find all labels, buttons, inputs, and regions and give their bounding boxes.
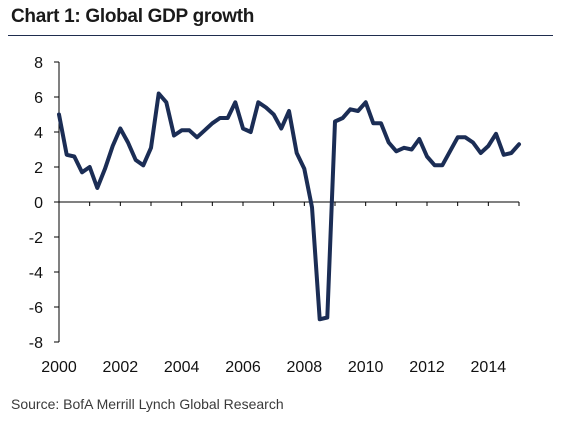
title-divider	[8, 35, 553, 36]
y-tick-label: 4	[34, 125, 43, 142]
chart-title: Chart 1: Global GDP growth	[11, 6, 255, 27]
chart-axes	[54, 61, 520, 343]
source-note: Source: BofA Merrill Lynch Global Resear…	[11, 396, 284, 412]
y-tick-label: 6	[34, 90, 43, 107]
x-tick-label: 2012	[409, 359, 445, 376]
y-tick-label: -8	[29, 335, 43, 352]
x-tick-label: 2000	[41, 359, 77, 376]
x-tick-label: 2004	[164, 359, 200, 376]
y-tick-label: 0	[34, 195, 43, 212]
x-axis-tick-labels: 2000 2002 2004 2006 2008 2010 2012 2014	[41, 359, 506, 376]
y-tick-label: 8	[34, 55, 43, 72]
y-axis-tick-labels: 8 6 4 2 0 -2 -4 -6 -8	[29, 55, 43, 352]
chart-series	[57, 91, 521, 322]
x-tick-label: 2008	[287, 359, 323, 376]
x-tick-label: 2010	[348, 359, 384, 376]
x-tick-label: 2006	[225, 359, 261, 376]
x-tick-label: 2002	[103, 359, 139, 376]
x-tick-label: 2014	[471, 359, 507, 376]
gdp-growth-series-line	[57, 91, 521, 322]
y-tick-label: -2	[29, 230, 43, 247]
y-tick-label: -4	[29, 265, 43, 282]
y-tick-label: 2	[34, 160, 43, 177]
y-tick-label: -6	[29, 300, 43, 317]
